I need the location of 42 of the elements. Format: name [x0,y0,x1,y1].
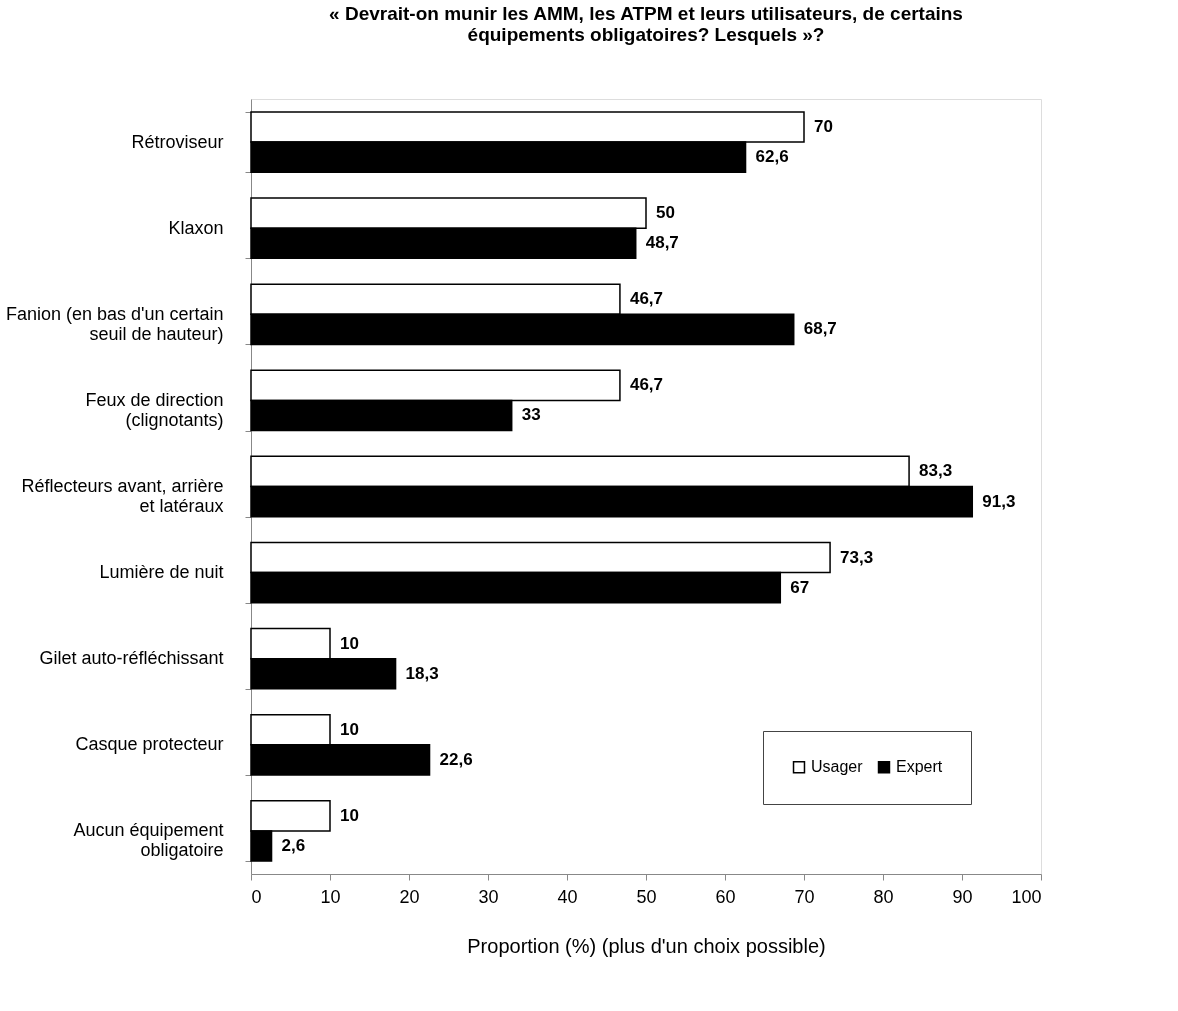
data-label: 67 [790,577,810,597]
data-label: 50 [656,203,675,223]
data-label: 10 [340,805,359,825]
x-tick-label: 40 [557,886,578,907]
x-axis-title: Proportion (%) (plus d'un choix possible) [467,934,826,957]
x-tick-label: 10 [320,886,341,907]
data-label: 18,3 [405,663,439,683]
x-tick-label: 60 [715,886,736,907]
y-tick-label: Aucun équipement obligatoire [73,820,224,861]
x-tick-label: 20 [399,886,420,907]
data-label: 22,6 [439,749,473,769]
x-tick-label: 50 [636,886,657,907]
data-label: 62,6 [755,147,789,167]
x-tick-label: 100 [1011,886,1042,907]
y-tick-label: Klaxon [168,217,224,238]
chart-title: « Devrait-on munir les AMM, les ATPM et leurs utilisateurs, de certains équipements obligatoires? Lesquels »? [329,3,963,45]
y-tick-label: Fanion (en bas d'un certain seuil de hauteur) [5,303,224,344]
data-label: 73,3 [840,547,874,567]
x-tick-label: 0 [251,886,262,907]
data-label: 68,7 [803,319,837,339]
data-label: 48,7 [645,233,679,253]
y-tick-label: Rétroviseur [131,131,224,152]
legend-label: Usager [811,758,864,776]
y-tick-label: Gilet auto-réfléchissant [39,648,224,669]
x-tick-label: 30 [478,886,499,907]
data-label: 91,3 [982,491,1016,511]
data-label: 46,7 [629,289,664,309]
x-tick-label: 90 [952,886,973,907]
data-label: 70 [814,116,833,136]
data-label: 46,7 [629,375,664,395]
x-tick-label: 80 [873,886,894,907]
legend-label: Expert [896,758,943,776]
data-label: 10 [340,633,359,653]
data-label: 10 [340,719,359,739]
y-tick-label: Casque protecteur [75,734,224,755]
x-tick-label: 70 [794,886,815,907]
y-tick-label: Réflecteurs avant, arrière et latéraux [21,476,224,516]
data-label: 83,3 [919,461,953,481]
data-label: 2,6 [281,836,306,856]
y-tick-label: Feux de direction (clignotants) [85,389,224,430]
data-label: 33 [521,405,541,425]
y-tick-label: Lumière de nuit [99,562,224,583]
